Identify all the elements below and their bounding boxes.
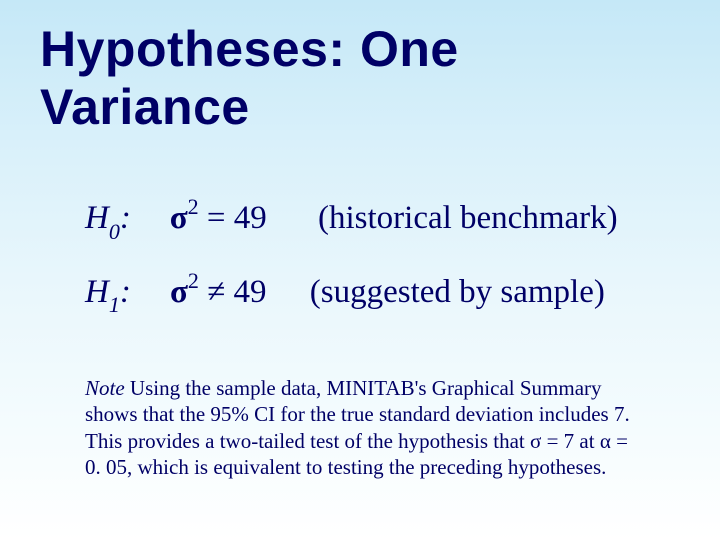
h1-subscript: 1 <box>109 292 120 317</box>
sigma-symbol: σ <box>530 429 541 453</box>
sigma-symbol: σ <box>170 274 188 310</box>
alpha-symbol: α <box>600 429 611 453</box>
note-paragraph: Note Using the sample data, MINITAB's Gr… <box>85 375 640 480</box>
null-hypothesis-line: H0: σ2 = 49 (historical benchmark) <box>85 196 680 242</box>
h0-subscript: 0 <box>109 219 120 244</box>
sigma-symbol: σ <box>170 200 188 236</box>
h0-exponent: 2 <box>188 194 199 219</box>
h0-relation: = <box>207 200 226 236</box>
h0-description: (historical benchmark) <box>318 200 618 237</box>
h0-letter: H <box>85 200 109 236</box>
h1-description: (suggested by sample) <box>310 274 605 311</box>
h1-exponent: 2 <box>188 268 199 293</box>
note-text-2: = 7 at <box>541 429 600 453</box>
h0-label: H0: <box>85 200 135 242</box>
alt-hypothesis-line: H1: σ2 ≠ 49 (suggested by sample) <box>85 270 680 316</box>
h1-relation: ≠ <box>207 274 225 310</box>
slide: Hypotheses: One Variance H0: σ2 = 49 (hi… <box>0 0 720 540</box>
h1-equation: σ2 ≠ 49 <box>143 270 293 311</box>
h1-letter: H <box>85 274 109 310</box>
hypotheses-block: H0: σ2 = 49 (historical benchmark) H1: σ… <box>85 196 680 315</box>
h1-label: H1: <box>85 274 135 316</box>
h0-equation: σ2 = 49 <box>143 196 293 237</box>
slide-title: Hypotheses: One Variance <box>40 20 680 136</box>
note-label: Note <box>85 376 125 400</box>
h1-value: 49 <box>234 274 267 310</box>
h0-value: 49 <box>234 200 267 236</box>
